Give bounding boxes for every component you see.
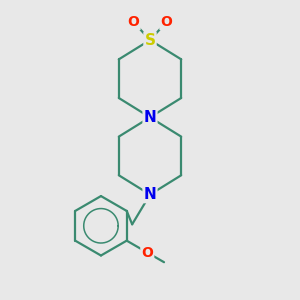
- Text: O: O: [128, 15, 140, 29]
- Text: N: N: [144, 110, 156, 125]
- Text: S: S: [145, 32, 155, 47]
- Text: O: O: [141, 245, 153, 260]
- Text: O: O: [160, 15, 172, 29]
- Text: N: N: [144, 187, 156, 202]
